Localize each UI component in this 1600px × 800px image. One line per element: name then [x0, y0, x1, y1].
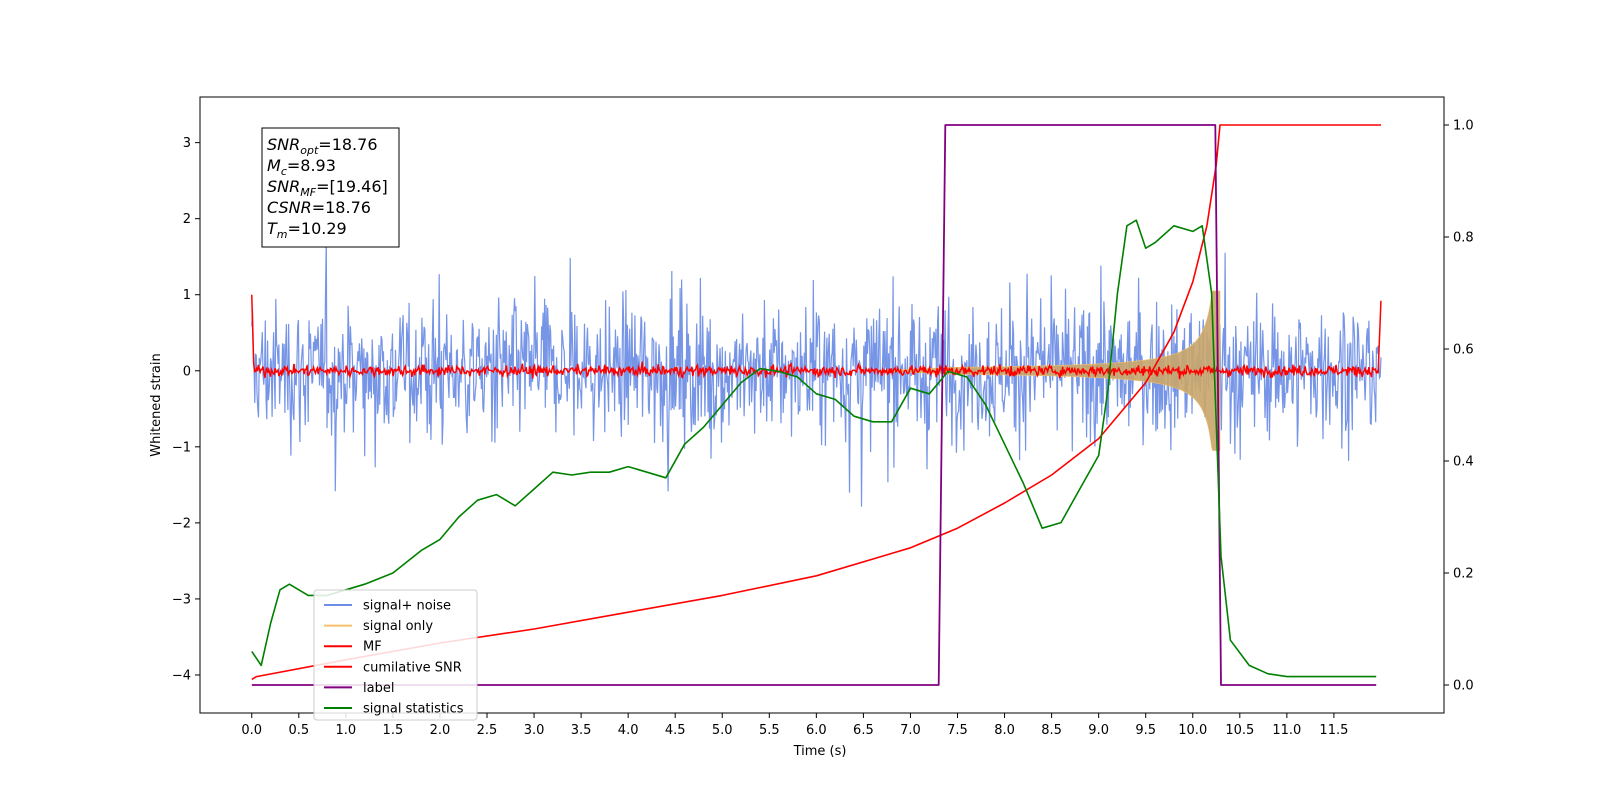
y2-tick-label: 1.0	[1453, 119, 1474, 134]
y-tick-label: −4	[172, 668, 191, 683]
x-tick-label: 1.0	[336, 723, 357, 738]
x-tick-label: 1.5	[383, 723, 404, 738]
x-tick-label: 11.5	[1319, 723, 1348, 738]
y2-tick-label: 0.4	[1453, 455, 1474, 470]
x-tick-label: 6.0	[806, 723, 827, 738]
y-tick-label: −2	[172, 516, 191, 531]
series-signal-statistics	[251, 219, 1377, 678]
x-tick-label: 0.5	[288, 723, 309, 738]
x-axis-label: Time (s)	[793, 744, 847, 759]
y-tick-label: 1	[183, 288, 191, 303]
x-tick-label: 3.5	[571, 723, 592, 738]
x-tick-label: 2.5	[477, 723, 498, 738]
x-tick-label: 8.5	[1041, 723, 1062, 738]
y-tick-label: −1	[172, 440, 191, 455]
y2-tick-label: 0.8	[1453, 231, 1474, 246]
annotation-line: CSNR=18.76	[267, 198, 371, 217]
x-tick-label: 3.0	[524, 723, 545, 738]
legend-label: MF	[363, 640, 382, 655]
legend: signal+ noise signal only MF cumilative SNR…	[313, 589, 478, 721]
y-tick-label: −3	[172, 592, 191, 607]
x-tick-label: 7.0	[900, 723, 921, 738]
x-tick-label: 10.0	[1178, 723, 1207, 738]
x-tick-label: 9.5	[1135, 723, 1156, 738]
x-tick-label: 8.0	[994, 723, 1015, 738]
legend-label: label	[363, 681, 394, 696]
annotation-line: SNRopt=18.76	[267, 135, 378, 157]
x-tick-label: 10.5	[1225, 723, 1254, 738]
annotation-line: Mc=8.93	[267, 156, 336, 178]
legend-label: cumilative SNR	[363, 660, 462, 675]
plot-frame	[199, 96, 1445, 714]
legend-label: signal+ noise	[363, 599, 451, 614]
series-label	[251, 124, 1377, 686]
x-tick-label: 11.0	[1272, 723, 1301, 738]
y-tick-label: 2	[183, 212, 191, 227]
x-tick-label: 6.5	[853, 723, 874, 738]
x-tick-label: 5.5	[759, 723, 780, 738]
annotation-line: Tm=10.29	[267, 219, 347, 241]
y-tick-label: 0	[183, 364, 191, 379]
y2-tick-label: 0.0	[1453, 679, 1474, 694]
legend-label: signal statistics	[363, 702, 464, 717]
x-tick-label: 4.0	[618, 723, 639, 738]
y2-tick-label: 0.2	[1453, 567, 1474, 582]
y-axis-label: Whitened strain	[149, 353, 164, 456]
x-tick-label: 2.0	[430, 723, 451, 738]
x-tick-label: 5.0	[712, 723, 733, 738]
x-tick-label: 0.0	[241, 723, 262, 738]
x-tick-label: 4.5	[665, 723, 686, 738]
x-tick-label: 9.0	[1088, 723, 1109, 738]
annotation-box: SNRopt=18.76Mc=8.93SNRMF=[19.46]CSNR=18.…	[261, 127, 400, 248]
legend-label: signal only	[363, 619, 433, 634]
annotation-line: SNRMF=[19.46]	[267, 177, 388, 199]
series-mf	[251, 294, 1382, 380]
y2-tick-label: 0.6	[1453, 343, 1474, 358]
x-tick-label: 7.5	[947, 723, 968, 738]
y-tick-label: 3	[183, 136, 191, 151]
